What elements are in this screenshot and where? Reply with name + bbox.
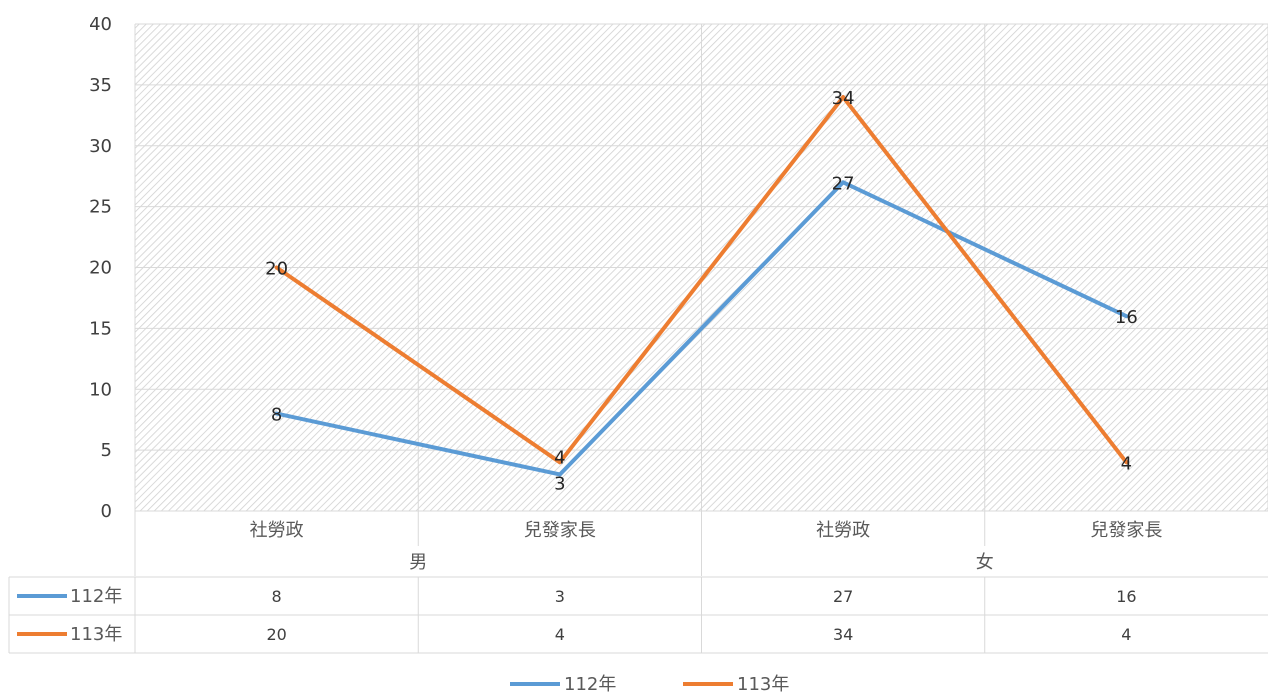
y-tick-label: 25	[89, 197, 112, 218]
y-tick-label: 40	[89, 14, 112, 35]
category-label: 兒發家長	[524, 520, 596, 541]
y-tick-label: 15	[89, 318, 112, 339]
data-label: 3	[554, 473, 565, 494]
table-cell: 3	[555, 587, 565, 606]
table-cell: 16	[1116, 587, 1136, 606]
category-label: 社勞政	[816, 520, 870, 541]
legend-label: 112年	[564, 674, 616, 693]
data-label: 8	[271, 405, 282, 426]
data-label: 34	[832, 88, 855, 109]
data-label: 4	[554, 447, 565, 468]
table-series-name: 113年	[70, 624, 122, 645]
data-label: 16	[1115, 307, 1138, 328]
data-label: 27	[832, 173, 855, 194]
series-lines	[274, 95, 1129, 477]
legend: 112年 113年	[510, 674, 789, 693]
y-tick-label: 20	[89, 258, 112, 279]
y-tick-label: 5	[101, 440, 112, 461]
table-cell: 20	[266, 625, 286, 644]
series-line	[274, 180, 1129, 477]
y-tick-label: 0	[101, 501, 112, 522]
gridlines	[134, 23, 1268, 512]
group-label: 女	[976, 552, 994, 573]
table-cell: 4	[1121, 625, 1131, 644]
table-cell: 8	[272, 587, 282, 606]
table-cell: 4	[555, 625, 565, 644]
category-label: 社勞政	[250, 520, 304, 541]
group-label: 男	[409, 552, 427, 573]
y-tick-label: 10	[89, 379, 112, 400]
data-label: 20	[265, 259, 288, 280]
legend-label: 113年	[737, 674, 789, 693]
series-line	[274, 95, 1129, 465]
y-axis: 0 5 10 15 20 25 30 35 40	[89, 14, 112, 522]
data-labels: 8 3 27 16 20 4 34 4	[265, 88, 1138, 494]
y-tick-label: 30	[89, 136, 112, 157]
table-cell: 34	[833, 625, 853, 644]
data-table: 112年 8 3 27 16 113年 20 4 34 4	[8, 576, 1268, 654]
table-series-name: 112年	[70, 586, 122, 607]
table-cell: 27	[833, 587, 853, 606]
category-label: 兒發家長	[1090, 520, 1162, 541]
data-label: 4	[1121, 453, 1132, 474]
y-tick-label: 35	[89, 75, 112, 96]
